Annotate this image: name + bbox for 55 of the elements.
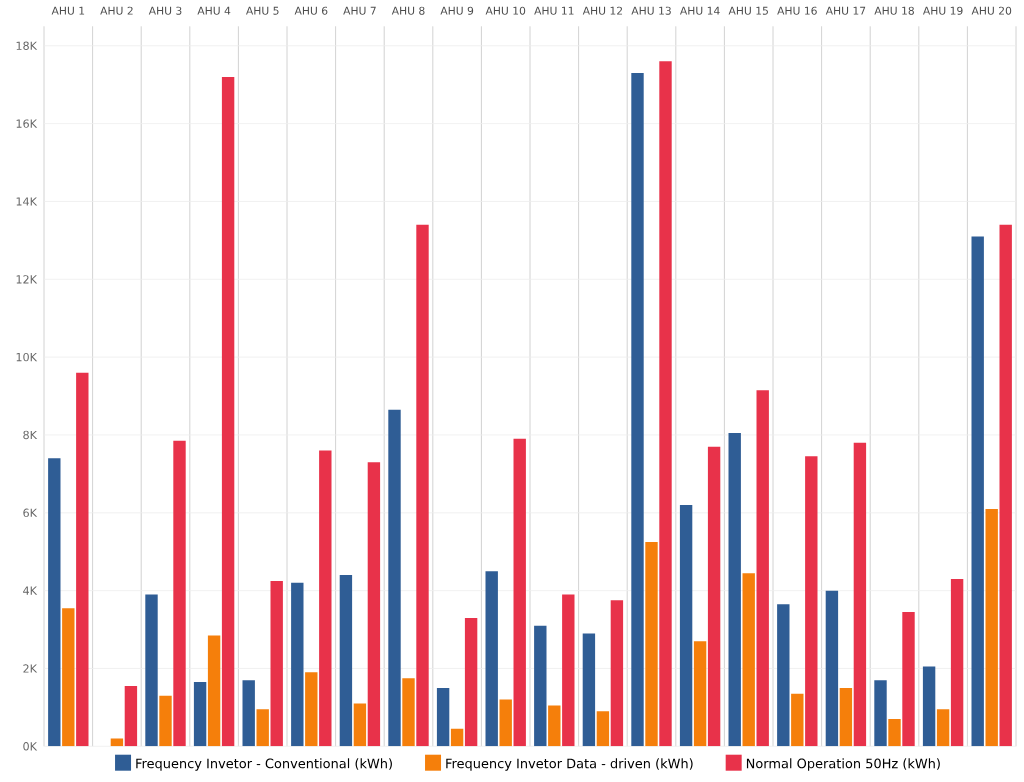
bar — [388, 409, 401, 747]
bar — [874, 679, 887, 747]
bar — [513, 438, 526, 747]
bar — [839, 687, 853, 747]
bar — [416, 224, 429, 747]
bar — [124, 685, 138, 747]
bar — [145, 594, 158, 747]
bar — [825, 590, 839, 747]
bar — [582, 633, 596, 747]
bar — [548, 705, 561, 747]
bar — [631, 72, 644, 747]
bar — [242, 679, 255, 747]
bar — [596, 711, 610, 747]
bar — [707, 446, 721, 747]
bar — [221, 76, 235, 747]
bar — [610, 600, 624, 747]
bar — [853, 442, 867, 747]
bar — [450, 728, 464, 747]
bar — [464, 617, 478, 747]
bar — [256, 709, 269, 747]
bar — [777, 604, 790, 747]
bar — [902, 611, 915, 747]
bar — [319, 450, 332, 747]
bar — [353, 703, 367, 747]
bar — [159, 695, 172, 747]
bar — [193, 681, 207, 747]
bar — [270, 580, 283, 747]
bar — [485, 571, 498, 747]
bar — [76, 372, 89, 747]
bar — [693, 641, 707, 747]
bar — [339, 574, 353, 747]
bar — [805, 456, 818, 747]
bar — [534, 625, 547, 747]
bar — [756, 390, 769, 747]
bar — [173, 440, 186, 747]
bar — [62, 607, 75, 747]
bar — [367, 462, 381, 747]
bar — [402, 678, 415, 747]
bar — [48, 458, 61, 747]
bar — [291, 582, 304, 747]
bar — [950, 578, 964, 747]
bar — [936, 709, 950, 747]
bar — [207, 635, 221, 747]
bar — [305, 672, 318, 747]
bar — [659, 61, 672, 747]
bar — [436, 687, 450, 747]
bar — [742, 572, 755, 747]
bar — [728, 432, 741, 747]
bar — [679, 504, 693, 747]
bar — [888, 718, 901, 747]
bar — [922, 666, 936, 747]
bar — [499, 699, 512, 747]
bar — [645, 541, 658, 747]
bar — [791, 693, 804, 747]
bar — [562, 594, 575, 747]
